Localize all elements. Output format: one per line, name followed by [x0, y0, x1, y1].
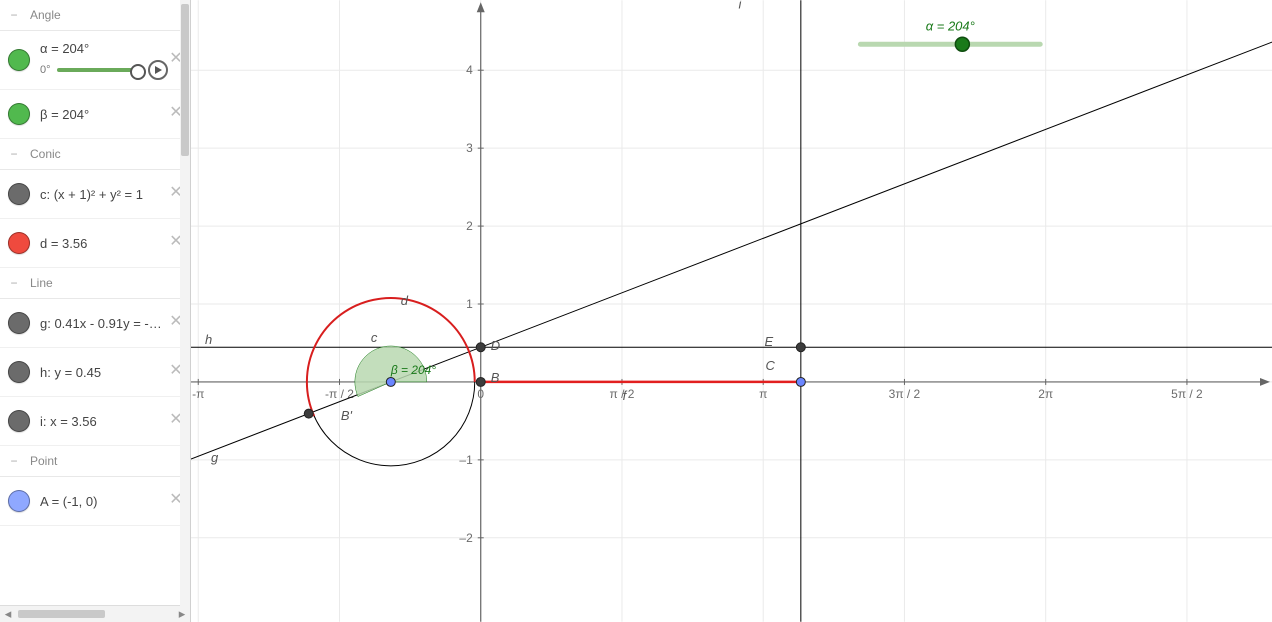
label-D: D: [491, 338, 500, 353]
definition-text: g: 0.41x - 0.91y = -0.41: [40, 316, 168, 331]
object-row-g[interactable]: g: 0.41x - 0.91y = -0.41✕: [0, 299, 190, 348]
algebra-list: −Angleα = 204°0°✕β = 204°✕−Conicc: (x + …: [0, 0, 190, 605]
slider-min-label: 0°: [40, 64, 51, 76]
group-label: Conic: [30, 147, 61, 161]
group-header-angle[interactable]: −Angle: [0, 0, 190, 31]
graphics-view[interactable]: -π-π / 20π / 2π3π / 22π5π / 2–2–11234dcf…: [191, 0, 1272, 622]
label-B: B: [491, 370, 500, 385]
object-row-alpha[interactable]: α = 204°0°✕: [0, 31, 190, 90]
x-tick-label: π: [759, 387, 767, 401]
collapse-icon: −: [8, 276, 20, 290]
x-axis-arrow: [1260, 378, 1270, 386]
definition-text: β = 204°: [40, 107, 168, 122]
label-d: d: [401, 293, 409, 308]
y-tick-label: –2: [459, 531, 473, 545]
definition-text: d = 3.56: [40, 236, 168, 251]
point-C[interactable]: [796, 377, 805, 386]
sidebar-hscrollbar[interactable]: ◂ ▸: [0, 605, 190, 622]
sidebar-vscrollbar[interactable]: [180, 0, 190, 606]
visibility-toggle[interactable]: [8, 232, 30, 254]
y-tick-label: 3: [466, 141, 473, 155]
visibility-toggle[interactable]: [8, 361, 30, 383]
visibility-toggle[interactable]: [8, 103, 30, 125]
visibility-toggle[interactable]: [8, 490, 30, 512]
y-axis-arrow: [477, 2, 485, 12]
group-header-point[interactable]: −Point: [0, 446, 190, 477]
label-g: g: [211, 450, 219, 465]
object-row-h[interactable]: h: y = 0.45✕: [0, 348, 190, 397]
y-tick-label: 4: [466, 63, 473, 77]
group-label: Line: [30, 276, 53, 290]
visibility-toggle[interactable]: [8, 312, 30, 334]
label-C: C: [765, 358, 775, 373]
play-button[interactable]: [148, 60, 168, 80]
label-Bprime: B': [341, 408, 353, 423]
algebra-panel: −Angleα = 204°0°✕β = 204°✕−Conicc: (x + …: [0, 0, 191, 622]
x-tick-label: 5π / 2: [1171, 387, 1203, 401]
y-tick-label: 1: [466, 297, 473, 311]
group-label: Angle: [30, 8, 61, 22]
point-A[interactable]: [386, 377, 395, 386]
scroll-left-icon[interactable]: ◂: [0, 606, 16, 622]
collapse-icon: −: [8, 8, 20, 22]
x-tick-label: 2π: [1038, 387, 1053, 401]
definition-text: c: (x + 1)² + y² = 1: [40, 187, 168, 202]
point-E[interactable]: [796, 343, 805, 352]
object-row-c[interactable]: c: (x + 1)² + y² = 1✕: [0, 170, 190, 219]
object-row-A[interactable]: A = (-1, 0)✕: [0, 477, 190, 526]
point-Bp[interactable]: [304, 409, 313, 418]
group-header-conic[interactable]: −Conic: [0, 139, 190, 170]
x-tick-label: 3π / 2: [889, 387, 921, 401]
label-E: E: [764, 334, 773, 349]
point-D[interactable]: [476, 343, 485, 352]
object-row-beta[interactable]: β = 204°✕: [0, 90, 190, 139]
visibility-toggle[interactable]: [8, 410, 30, 432]
definition-text: A = (-1, 0): [40, 494, 168, 509]
x-tick-label: -π / 2: [325, 387, 354, 401]
slider-track[interactable]: [57, 68, 142, 72]
label-beta: β = 204°: [390, 363, 436, 377]
object-row-i[interactable]: i: x = 3.56✕: [0, 397, 190, 446]
visibility-toggle[interactable]: [8, 49, 30, 71]
label-i: i: [738, 0, 742, 11]
x-tick-label: 0: [477, 387, 484, 401]
object-row-d[interactable]: d = 3.56✕: [0, 219, 190, 268]
group-label: Point: [30, 454, 57, 468]
line-g[interactable]: [191, 42, 1272, 459]
alpha-slider-label: α = 204°: [926, 18, 975, 33]
alpha-slider-thumb[interactable]: [955, 37, 969, 51]
y-tick-label: 2: [466, 219, 473, 233]
collapse-icon: −: [8, 454, 20, 468]
scroll-right-icon[interactable]: ▸: [174, 606, 190, 622]
y-tick-label: –1: [459, 453, 473, 467]
definition-text: α = 204°: [40, 41, 168, 56]
label-h: h: [205, 332, 212, 347]
visibility-toggle[interactable]: [8, 183, 30, 205]
collapse-icon: −: [8, 147, 20, 161]
point-B[interactable]: [476, 377, 485, 386]
definition-text: h: y = 0.45: [40, 365, 168, 380]
x-tick-label: -π: [192, 387, 204, 401]
label-c: c: [371, 330, 378, 345]
inline-slider[interactable]: 0°: [40, 60, 168, 80]
group-header-line[interactable]: −Line: [0, 268, 190, 299]
definition-text: i: x = 3.56: [40, 414, 168, 429]
slider-thumb[interactable]: [130, 64, 146, 80]
